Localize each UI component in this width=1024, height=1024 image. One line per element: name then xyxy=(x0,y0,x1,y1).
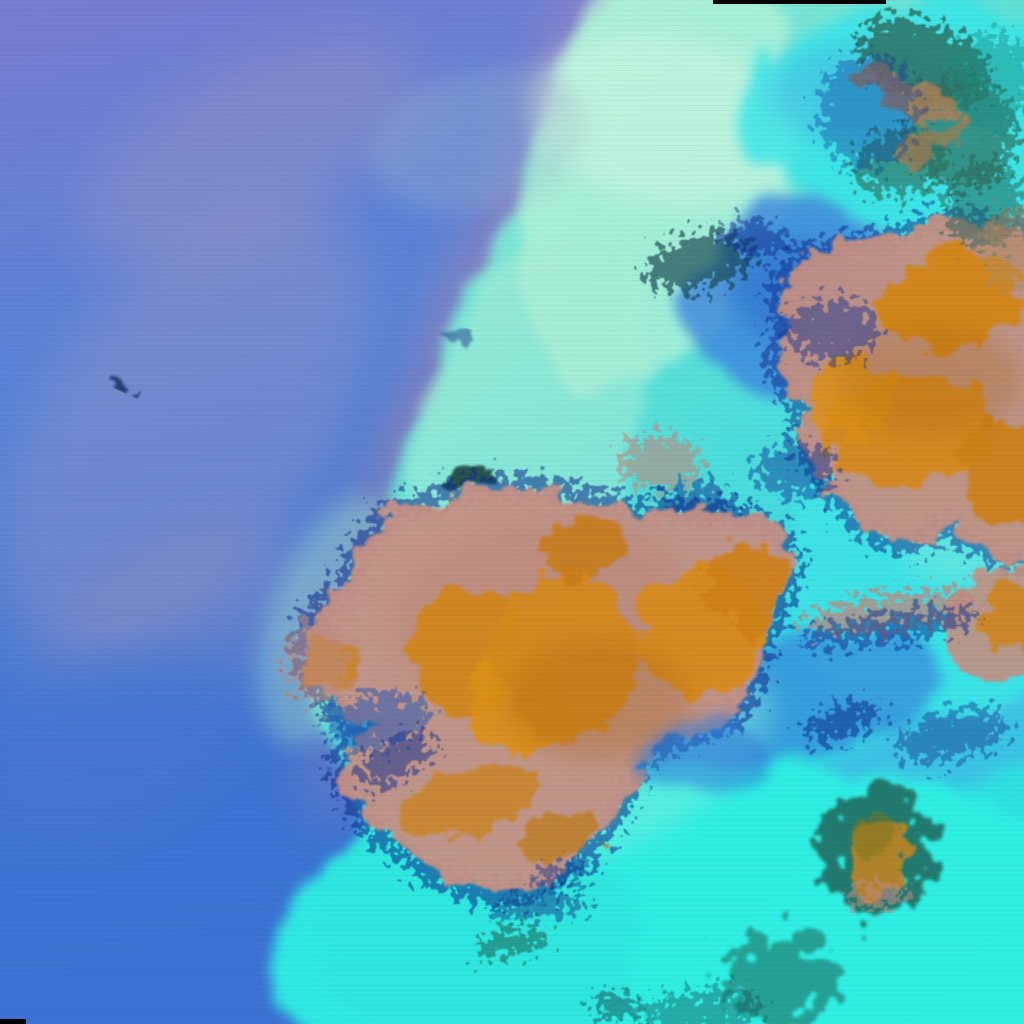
navy-speckle-east-1 xyxy=(803,702,881,742)
bottom-teal-smudge xyxy=(638,991,762,1024)
tan-bridge-speckle xyxy=(618,434,702,490)
speckle-topmid-navy xyxy=(720,219,790,257)
navy-speckle-southwest xyxy=(358,733,432,787)
ur-core-shade xyxy=(840,325,1020,435)
storm-core-south xyxy=(517,810,603,866)
rightedge-orange-mid xyxy=(981,582,1024,650)
topright-tan-streak-2 xyxy=(895,116,969,168)
bottom-dark-speck xyxy=(592,994,644,1018)
left-tan-haze-band xyxy=(0,200,372,660)
storm-core-sw-arc xyxy=(399,766,541,834)
olive-speckle-south xyxy=(476,926,548,958)
data-gap-bar-corner xyxy=(0,1019,26,1024)
navy-speckle-south-row xyxy=(492,891,588,921)
blue-bay-southeast xyxy=(640,726,764,798)
dark-dash-left xyxy=(115,379,135,391)
ur-storm-core-east xyxy=(963,417,1024,527)
upperleft-tan-haze xyxy=(77,33,423,267)
mint-bright-core xyxy=(529,32,807,208)
ur-navy-speckle-1 xyxy=(787,300,877,360)
isolated-storm-salmon-fleck xyxy=(848,883,908,909)
isolated-storm-olive-top xyxy=(850,806,898,858)
topright-teal-speckle xyxy=(952,32,1024,132)
core-dark-shade xyxy=(506,640,690,760)
storm-core-north xyxy=(545,516,625,580)
speckle-topmid-olive xyxy=(645,234,755,290)
data-gap-bar-top xyxy=(713,0,886,4)
storm-core-east2 xyxy=(705,542,785,630)
topright-tan-3 xyxy=(980,210,1024,290)
navy-speck-bottom-center xyxy=(531,859,589,891)
ur-navy-speckle-2 xyxy=(756,442,836,498)
navy-chain-northeast xyxy=(800,609,980,647)
topright-navy-speckle xyxy=(818,54,918,170)
pale-texture-patch xyxy=(372,66,588,214)
navy-speckle-east-2 xyxy=(897,709,1007,763)
tan-speckle-west xyxy=(286,618,350,702)
dark-dash-small xyxy=(447,330,477,346)
